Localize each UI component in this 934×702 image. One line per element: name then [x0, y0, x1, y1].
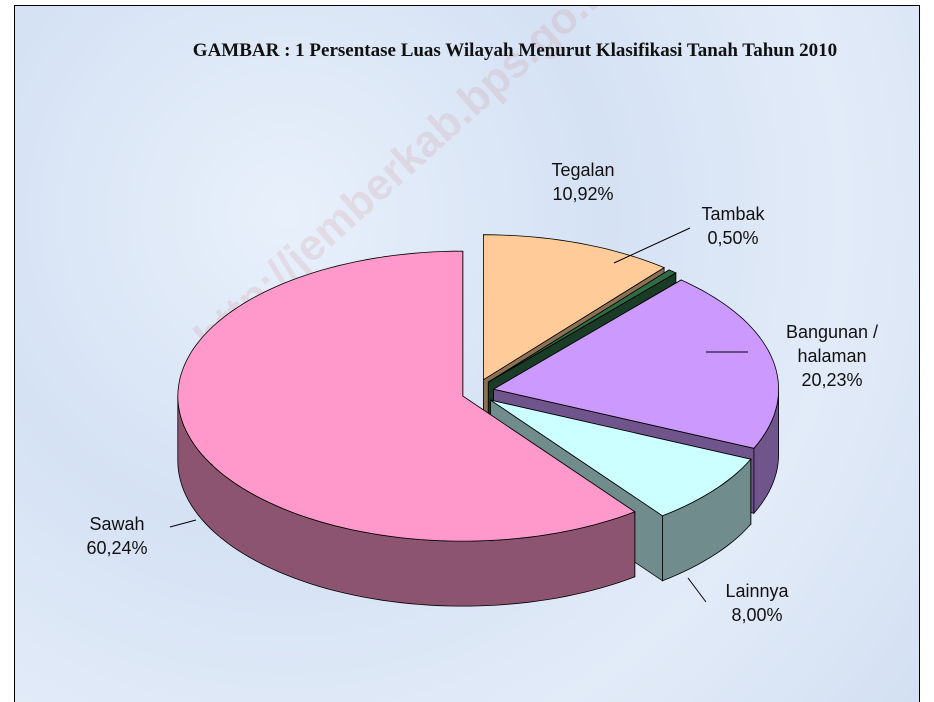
- pie-slice: [483, 234, 665, 381]
- leader-line: [687, 577, 707, 603]
- value-label: 20,23%: [801, 370, 863, 390]
- chart-title: GAMBAR : 1 Persentase Luas Wilayah Menur…: [192, 40, 838, 61]
- slice-label: Tegalan 10,92%: [518, 158, 648, 206]
- pie-slice: [488, 269, 677, 383]
- category-label: Sawah: [89, 514, 145, 534]
- slice-label: Bangunan / halaman 20,23%: [777, 320, 887, 392]
- slice-label: Sawah 60,24%: [52, 512, 182, 560]
- category-label: Bangunan / halaman: [785, 322, 879, 366]
- slice-label: Tambak 0,50%: [668, 202, 798, 250]
- value-label: 60,24%: [86, 538, 148, 558]
- value-label: 8,00%: [731, 605, 783, 625]
- category-label: Tambak: [701, 204, 765, 224]
- leader-line: [169, 519, 197, 528]
- value-label: 0,50%: [707, 228, 759, 248]
- value-label: 10,92%: [552, 184, 614, 204]
- pie-slice: [490, 399, 752, 517]
- pie-slice: [492, 279, 780, 449]
- pie-slice: [177, 250, 636, 542]
- category-label: Lainnya: [725, 581, 789, 601]
- leader-line: [613, 227, 691, 264]
- category-label: Tegalan: [551, 160, 615, 180]
- slice-label: Lainnya 8,00%: [692, 579, 822, 627]
